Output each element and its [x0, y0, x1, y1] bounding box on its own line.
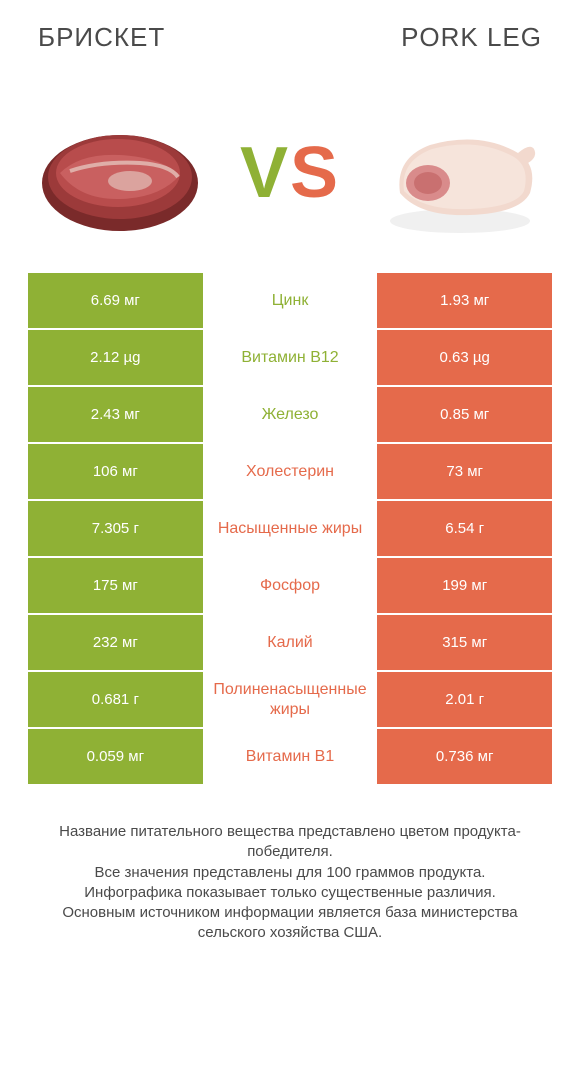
nutrient-label: Цинк: [203, 273, 378, 328]
vs-label: VS: [240, 132, 340, 214]
title-right: PORK LEG: [401, 22, 542, 53]
right-value: 2.01 г: [377, 672, 552, 727]
table-row: 6.69 мгЦинк1.93 мг: [28, 273, 552, 328]
right-value: 0.85 мг: [377, 387, 552, 442]
table-row: 175 мгФосфор199 мг: [28, 558, 552, 613]
nutrient-label: Калий: [203, 615, 378, 670]
table-row: 2.43 мгЖелезо0.85 мг: [28, 387, 552, 442]
left-value: 0.059 мг: [28, 729, 203, 784]
right-value: 6.54 г: [377, 501, 552, 556]
left-value: 7.305 г: [28, 501, 203, 556]
nutrient-table: 6.69 мгЦинк1.93 мг2.12 µgВитамин B120.63…: [0, 273, 580, 784]
images-row: VS: [0, 63, 580, 273]
table-row: 232 мгКалий315 мг: [28, 615, 552, 670]
left-value: 6.69 мг: [28, 273, 203, 328]
table-row: 106 мгХолестерин73 мг: [28, 444, 552, 499]
right-value: 1.93 мг: [377, 273, 552, 328]
brisket-image: [30, 103, 210, 243]
nutrient-label: Витамин B1: [203, 729, 378, 784]
right-value: 0.736 мг: [377, 729, 552, 784]
footnote-text: Название питательного вещества представл…: [59, 823, 521, 941]
right-value: 315 мг: [377, 615, 552, 670]
left-value: 232 мг: [28, 615, 203, 670]
table-row: 7.305 гНасыщенные жиры6.54 г: [28, 501, 552, 556]
left-value: 175 мг: [28, 558, 203, 613]
right-value: 0.63 µg: [377, 330, 552, 385]
pork-leg-image: [370, 103, 550, 243]
left-value: 106 мг: [28, 444, 203, 499]
nutrient-label: Насыщенные жиры: [203, 501, 378, 556]
vs-v: V: [240, 133, 290, 213]
nutrient-label: Холестерин: [203, 444, 378, 499]
table-row: 0.681 гПолиненасыщенные жиры2.01 г: [28, 672, 552, 727]
footnote: Название питательного вещества представл…: [0, 786, 580, 944]
right-value: 73 мг: [377, 444, 552, 499]
nutrient-label: Полиненасыщенные жиры: [203, 672, 378, 727]
title-left: БРИСКЕТ: [38, 22, 165, 53]
left-value: 2.12 µg: [28, 330, 203, 385]
right-value: 199 мг: [377, 558, 552, 613]
nutrient-label: Железо: [203, 387, 378, 442]
left-value: 2.43 мг: [28, 387, 203, 442]
table-row: 0.059 мгВитамин B10.736 мг: [28, 729, 552, 784]
vs-s: S: [290, 133, 340, 213]
nutrient-label: Фосфор: [203, 558, 378, 613]
table-row: 2.12 µgВитамин B120.63 µg: [28, 330, 552, 385]
left-value: 0.681 г: [28, 672, 203, 727]
nutrient-label: Витамин B12: [203, 330, 378, 385]
header: БРИСКЕТ PORK LEG: [0, 0, 580, 63]
